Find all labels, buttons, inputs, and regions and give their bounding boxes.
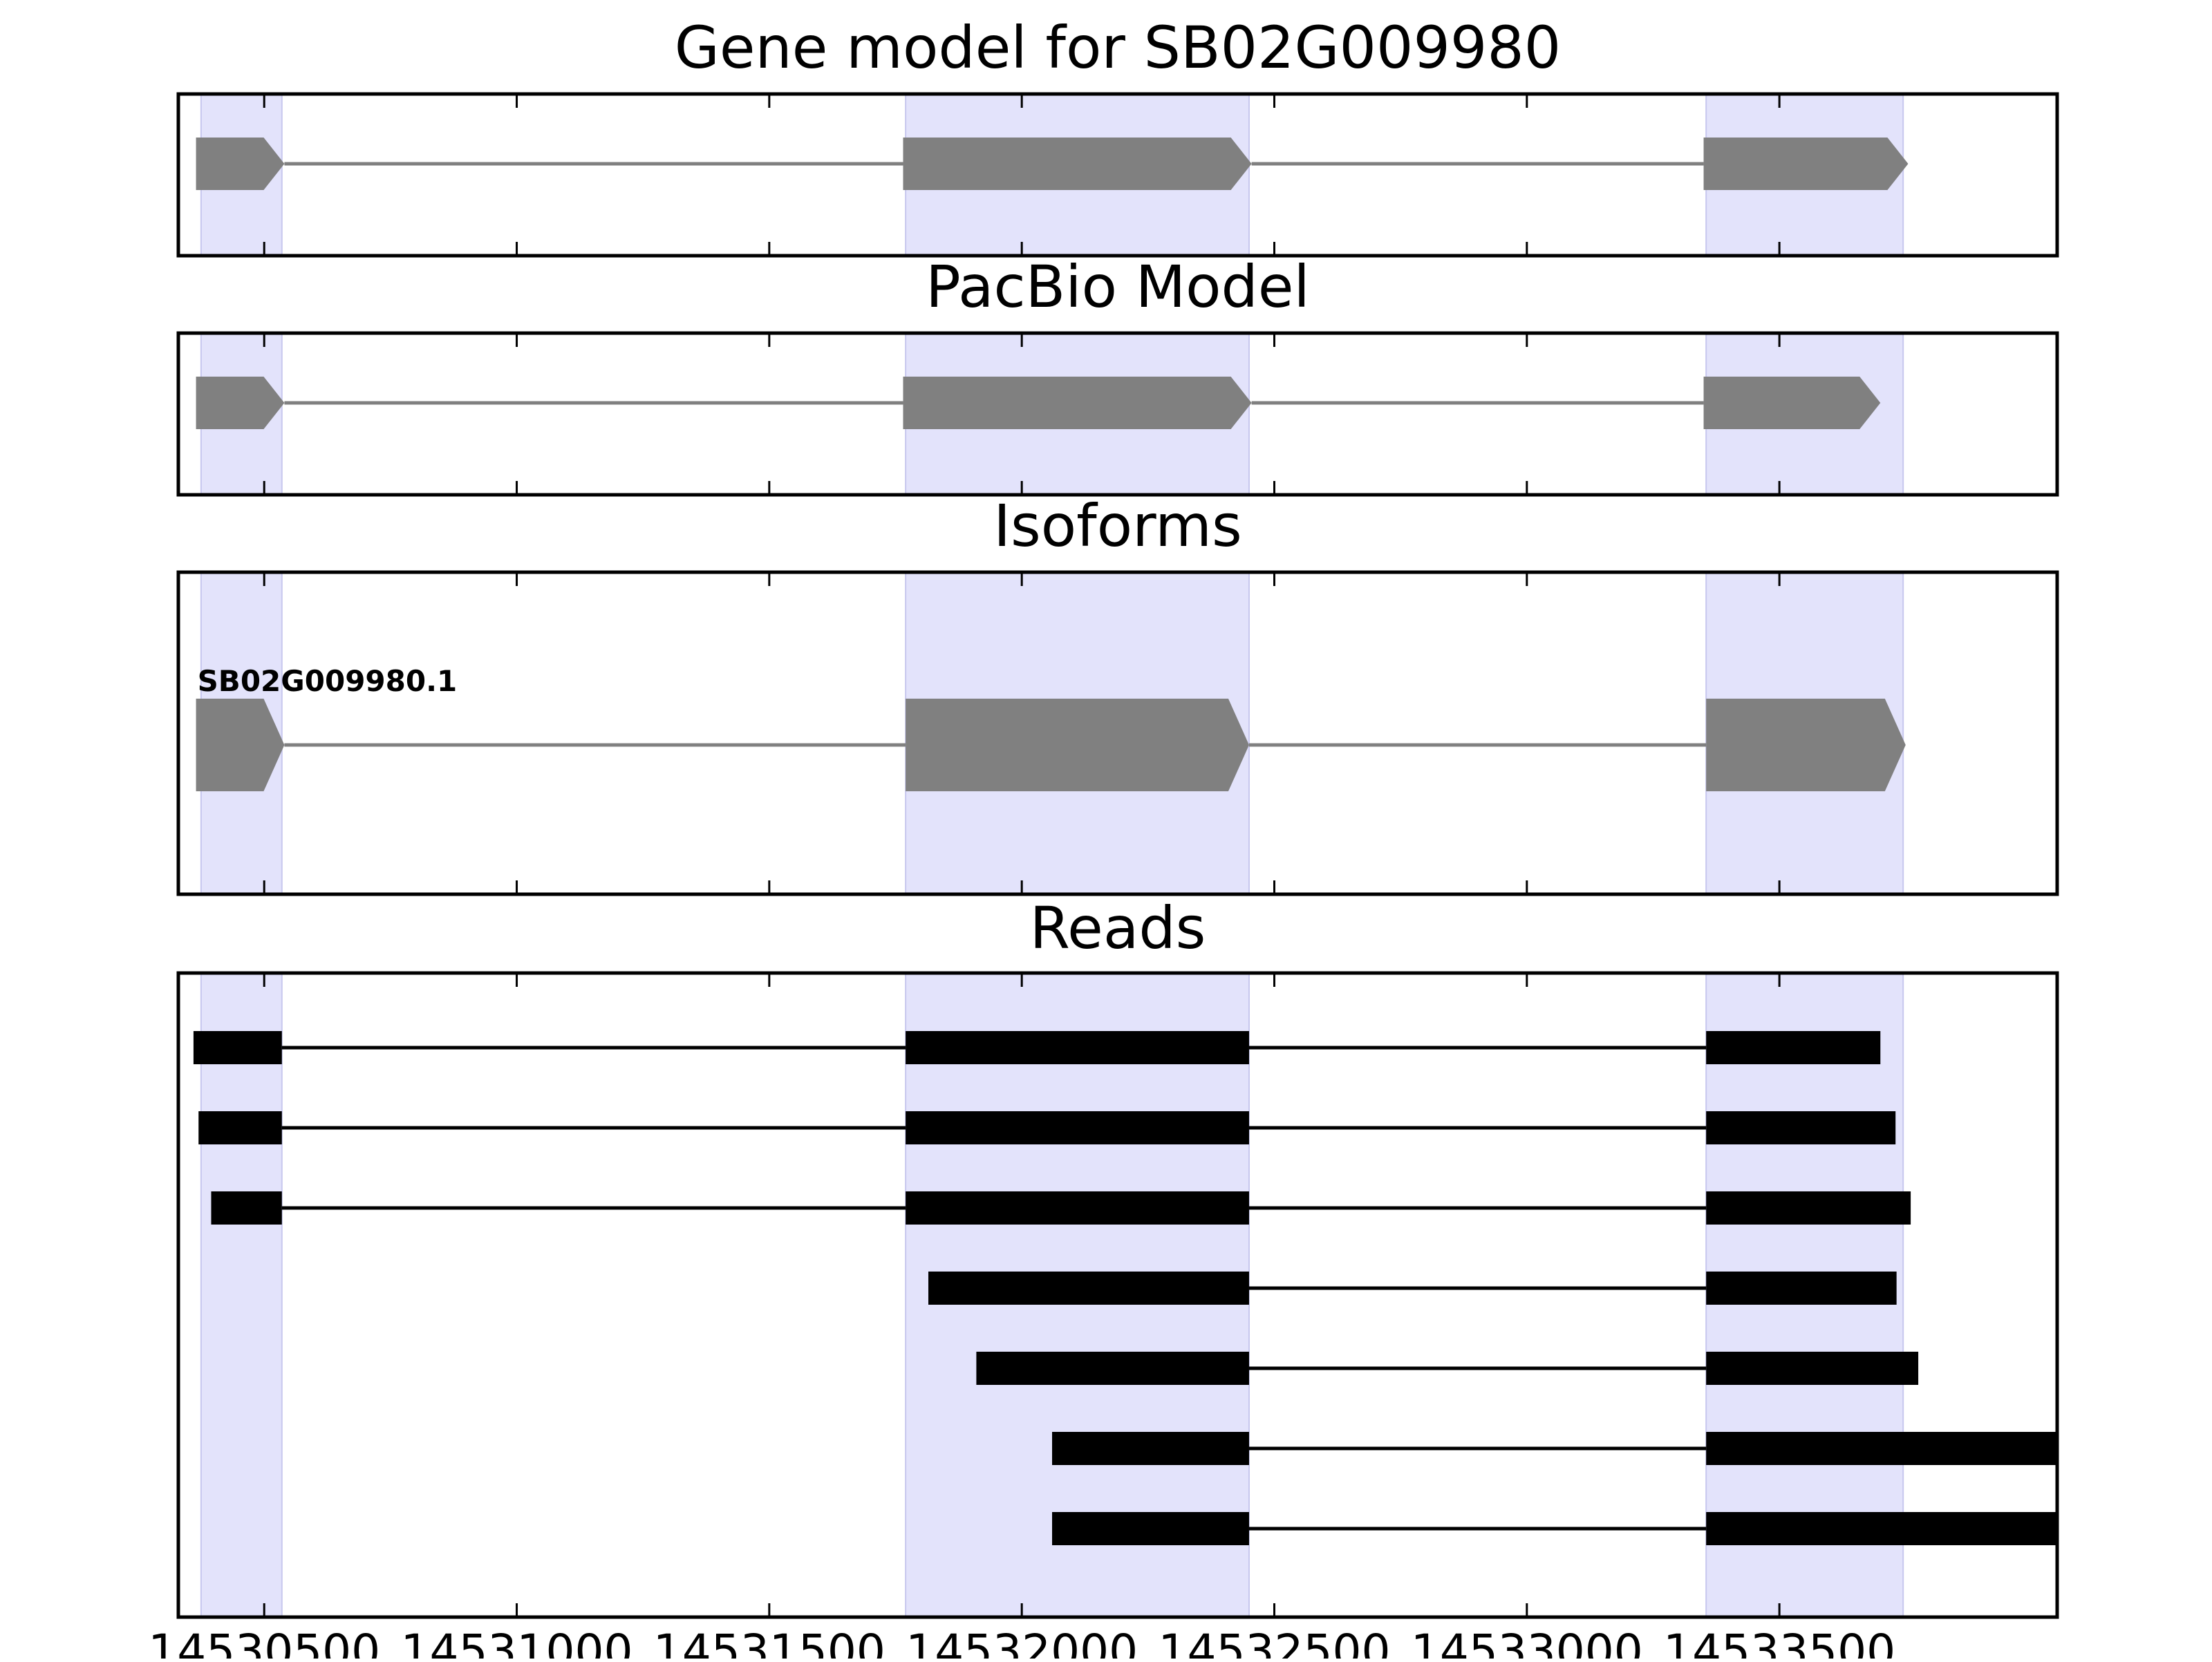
isoform-label: SB02G009980.1: [198, 664, 458, 698]
panel-frame: [176, 570, 2059, 896]
x-tick-label: 14531000: [401, 1625, 633, 1659]
panel-title: Reads: [1030, 894, 1206, 962]
panel-reads-3: Reads: [176, 894, 2059, 1619]
x-tick-label: 14531500: [653, 1625, 885, 1659]
x-tick-label: 14533000: [1411, 1625, 1643, 1659]
x-tick-label: 14530500: [148, 1625, 380, 1659]
exon-block: [1706, 699, 1906, 791]
read-segment: [198, 1111, 282, 1144]
panel-frame: [176, 971, 2059, 1619]
panel-frame: [176, 331, 2059, 497]
read-segment: [906, 1191, 1249, 1225]
exon-block: [906, 699, 1249, 791]
exon-block: [196, 377, 285, 429]
highlight-region: [200, 972, 283, 1618]
read-segment: [906, 1111, 1249, 1144]
read-segment: [906, 1031, 1249, 1064]
read-segment: [1706, 1432, 2057, 1465]
exon-block: [903, 138, 1252, 190]
exon-block: [1703, 138, 1909, 190]
read-segment: [1706, 1512, 2057, 1545]
panel-title: Isoforms: [993, 492, 1242, 560]
exon-block: [903, 377, 1252, 429]
panel-gene-0: Gene model for SB02G009980: [176, 14, 2059, 258]
read-segment: [976, 1352, 1249, 1385]
read-segment: [1706, 1272, 1897, 1305]
exon-block: [1703, 377, 1881, 429]
read-segment: [1706, 1352, 1919, 1385]
exon-block: [196, 138, 285, 190]
panel-title: PacBio Model: [926, 253, 1310, 321]
panel-isoform-2: Isoforms SB02G009980.1: [176, 492, 2059, 896]
panel-gene-1: PacBio Model: [176, 253, 2059, 497]
read-segment: [928, 1272, 1249, 1305]
read-segment: [1706, 1111, 1896, 1144]
x-tick-label: 14533500: [1663, 1625, 1895, 1659]
read-segment: [1706, 1191, 1911, 1225]
panel-title: Gene model for SB02G009980: [675, 14, 1561, 82]
read-segment: [211, 1191, 282, 1225]
panel-frame: [176, 92, 2059, 258]
exon-block: [196, 699, 285, 791]
x-axis-labels: 14530500 14531000 14531500 14532000 14532500…: [148, 1625, 1895, 1662]
read-segment: [193, 1031, 282, 1064]
read-segment: [1052, 1432, 1249, 1465]
read-segment: [1706, 1031, 1881, 1064]
read-segment: [1052, 1512, 1249, 1545]
x-tick-label: 14532000: [906, 1625, 1138, 1659]
x-tick-label: 14532500: [1159, 1625, 1391, 1659]
